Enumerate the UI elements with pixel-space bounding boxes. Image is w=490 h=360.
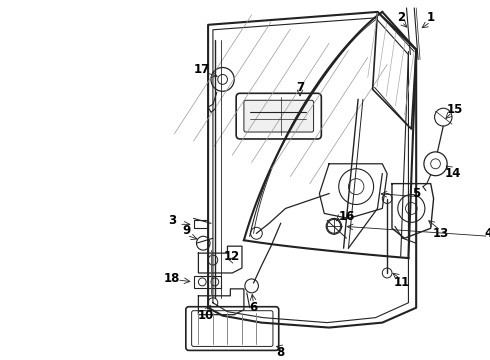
Text: 2: 2 (397, 12, 406, 24)
Text: 16: 16 (338, 210, 355, 223)
Text: 14: 14 (445, 167, 461, 180)
Text: 1: 1 (427, 12, 435, 24)
FancyBboxPatch shape (244, 100, 314, 132)
FancyBboxPatch shape (186, 307, 279, 350)
Text: 8: 8 (276, 346, 285, 359)
Text: 9: 9 (183, 224, 191, 237)
Text: 6: 6 (249, 301, 258, 314)
FancyBboxPatch shape (194, 276, 220, 288)
Text: 15: 15 (447, 103, 463, 116)
FancyBboxPatch shape (236, 93, 321, 139)
Text: 7: 7 (296, 81, 304, 94)
Text: 12: 12 (224, 249, 241, 262)
Text: 10: 10 (198, 309, 214, 322)
Text: 5: 5 (412, 187, 420, 200)
Text: 17: 17 (193, 63, 209, 76)
Text: 3: 3 (168, 214, 176, 227)
FancyBboxPatch shape (194, 220, 208, 228)
Text: 18: 18 (164, 273, 180, 285)
Text: 4: 4 (485, 227, 490, 240)
Text: 13: 13 (432, 227, 448, 240)
Text: 11: 11 (393, 276, 410, 289)
